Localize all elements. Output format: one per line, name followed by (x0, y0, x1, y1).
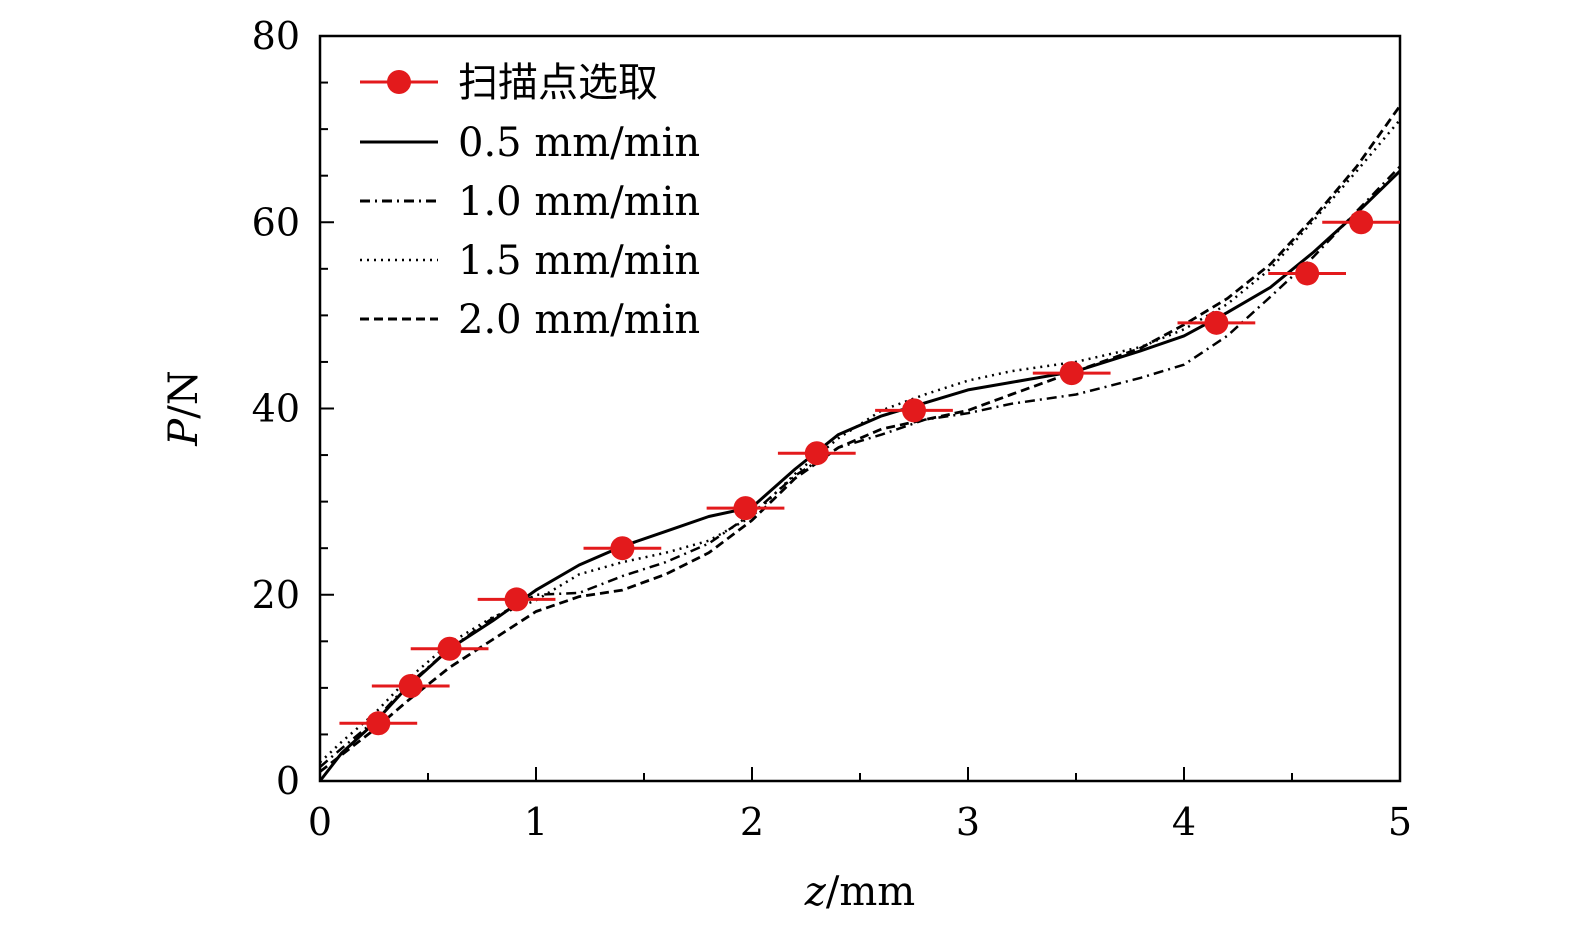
scan-point (1349, 210, 1374, 235)
x-tick-label: 4 (1172, 800, 1196, 844)
scan-point (437, 636, 462, 661)
legend-label-3: 2.0 mm/min (458, 297, 700, 343)
scan-point (733, 496, 758, 521)
legend-label-1: 1.0 mm/min (458, 179, 700, 225)
legend-scan-label: 扫描点选取 (458, 60, 658, 106)
legend-label-0: 0.5 mm/min (458, 120, 700, 166)
y-axis-unit: /N (161, 370, 207, 418)
scan-point (804, 441, 829, 466)
x-axis-unit: /mm (826, 869, 915, 915)
scan-point (902, 398, 926, 423)
y-tick-label: 80 (252, 14, 300, 58)
scan-point (1059, 361, 1084, 386)
legend-label-2: 1.5 mm/min (458, 238, 700, 284)
scan-point (504, 587, 529, 612)
y-axis-title: P/N (161, 370, 207, 446)
points-layer (339, 210, 1400, 736)
y-axis-var: P (161, 418, 207, 447)
x-tick-label: 5 (1388, 800, 1412, 844)
x-axis-var: z (804, 869, 827, 915)
x-tick-label: 3 (956, 800, 980, 844)
scan-point (366, 711, 391, 736)
scan-point (610, 536, 635, 561)
ticks-layer (319, 35, 1401, 782)
y-tick-label: 0 (276, 759, 300, 803)
scan-point (1295, 261, 1320, 286)
legend: 扫描点选取 0.5 mm/min 1.0 mm/min 1.5 mm/min 2… (360, 60, 700, 343)
legend-scan-marker (387, 70, 411, 94)
x-tick-label: 2 (740, 800, 764, 844)
y-tick-label: 20 (252, 573, 300, 617)
y-tick-label: 40 (252, 387, 300, 431)
x-tick-label: 1 (524, 800, 548, 844)
scan-point (1204, 310, 1229, 335)
tick-labels-layer: 0 1 2 3 4 5 0 20 40 60 80 (252, 14, 1412, 844)
scan-point (398, 674, 423, 699)
x-tick-label: 0 (308, 800, 332, 844)
x-axis-title: z/mm (804, 869, 915, 915)
y-tick-label: 60 (252, 200, 300, 244)
